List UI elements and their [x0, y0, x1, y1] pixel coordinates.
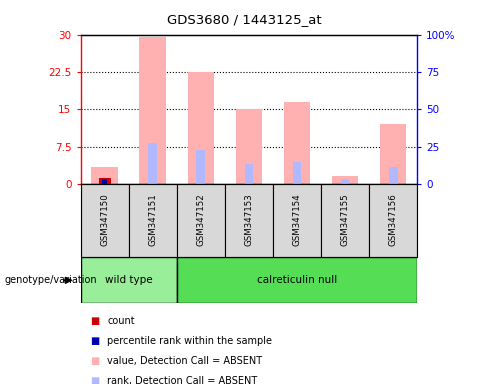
Text: ■: ■: [90, 356, 100, 366]
Text: ■: ■: [90, 316, 100, 326]
Bar: [140, 37, 166, 184]
Bar: [225, 184, 273, 257]
Bar: [389, 167, 398, 184]
Text: rank, Detection Call = ABSENT: rank, Detection Call = ABSENT: [107, 376, 258, 384]
Bar: [341, 179, 349, 184]
Text: GDS3680 / 1443125_at: GDS3680 / 1443125_at: [167, 13, 321, 26]
Bar: [129, 184, 177, 257]
Text: GSM347150: GSM347150: [100, 193, 109, 246]
Bar: [369, 184, 417, 257]
Bar: [273, 184, 321, 257]
Bar: [332, 176, 358, 184]
Text: ■: ■: [90, 336, 100, 346]
FancyBboxPatch shape: [177, 257, 417, 303]
Text: calreticulin null: calreticulin null: [257, 275, 337, 285]
Bar: [321, 184, 369, 257]
Text: GSM347154: GSM347154: [292, 193, 302, 246]
Bar: [293, 162, 301, 184]
FancyBboxPatch shape: [81, 257, 177, 303]
Bar: [91, 167, 118, 184]
Bar: [148, 143, 157, 184]
Bar: [380, 124, 407, 184]
Bar: [187, 72, 214, 184]
Bar: [236, 109, 262, 184]
Bar: [99, 178, 111, 184]
Text: ■: ■: [90, 376, 100, 384]
Bar: [81, 184, 129, 257]
Text: value, Detection Call = ABSENT: value, Detection Call = ABSENT: [107, 356, 263, 366]
Text: GSM347153: GSM347153: [244, 193, 253, 246]
Bar: [244, 164, 253, 184]
Bar: [102, 179, 107, 184]
Bar: [177, 184, 225, 257]
Text: GSM347156: GSM347156: [388, 193, 398, 246]
Text: wild type: wild type: [105, 275, 152, 285]
Bar: [100, 179, 109, 184]
Text: percentile rank within the sample: percentile rank within the sample: [107, 336, 272, 346]
Text: GSM347155: GSM347155: [341, 193, 349, 246]
Bar: [284, 102, 310, 184]
Bar: [197, 151, 205, 184]
Text: genotype/variation: genotype/variation: [5, 275, 98, 285]
Text: count: count: [107, 316, 135, 326]
Text: GSM347151: GSM347151: [148, 193, 157, 246]
Text: GSM347152: GSM347152: [196, 193, 205, 246]
